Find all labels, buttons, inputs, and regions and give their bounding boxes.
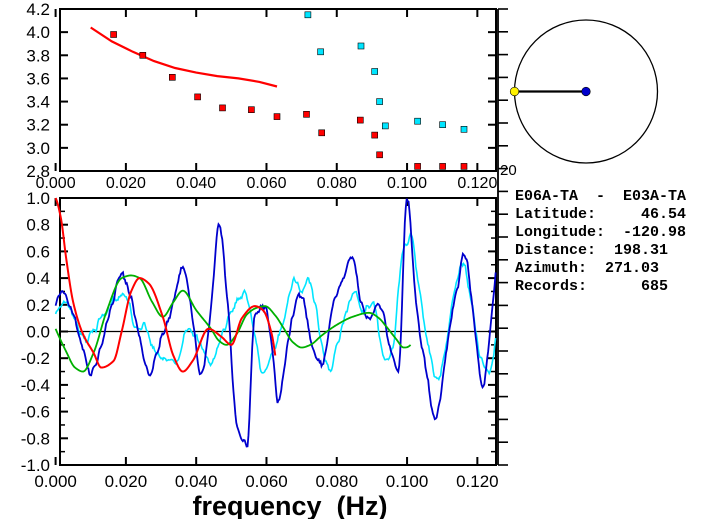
svg-text:3.2: 3.2	[26, 116, 50, 135]
svg-text:0.120: 0.120	[457, 175, 497, 192]
svg-text:0.040: 0.040	[176, 175, 216, 192]
svg-text:Azimuth: 271.03: Azimuth: 271.03	[515, 260, 659, 277]
svg-text:0.0: 0.0	[26, 323, 50, 342]
svg-text:0.000: 0.000	[34, 472, 77, 491]
svg-text:3.8: 3.8	[26, 46, 50, 65]
svg-text:4.2: 4.2	[26, 0, 50, 19]
svg-text:0.4: 0.4	[26, 269, 50, 288]
svg-text:Latitude: 46.54: Latitude: 46.54	[515, 206, 686, 223]
svg-text:-0.2: -0.2	[21, 349, 50, 368]
svg-text:E06A-TA - E03A-TA: E06A-TA - E03A-TA	[515, 188, 686, 205]
svg-text:3.4: 3.4	[26, 93, 50, 112]
svg-text:4.0: 4.0	[26, 23, 50, 42]
svg-text:0.080: 0.080	[315, 472, 358, 491]
svg-text:1.0: 1.0	[26, 189, 50, 208]
svg-text:0.020: 0.020	[105, 472, 148, 491]
svg-text:0.020: 0.020	[106, 175, 146, 192]
svg-text:Distance: 198.31: Distance: 198.31	[515, 242, 668, 259]
svg-text:0.6: 0.6	[26, 242, 50, 261]
svg-text:0.8: 0.8	[26, 216, 50, 235]
svg-text:-0.6: -0.6	[21, 403, 50, 422]
svg-text:Longitude: -120.98: Longitude: -120.98	[515, 224, 686, 241]
svg-text:0.100: 0.100	[386, 472, 429, 491]
svg-text:3.0: 3.0	[26, 139, 50, 158]
svg-text:0.2: 0.2	[26, 296, 50, 315]
svg-text:frequency (Hz): frequency (Hz)	[192, 491, 387, 519]
svg-text:Records: 685: Records: 685	[515, 278, 668, 295]
svg-text:0.080: 0.080	[317, 175, 357, 192]
svg-text:0.120: 0.120	[456, 472, 499, 491]
svg-text:-0.4: -0.4	[21, 376, 50, 395]
svg-text:0.060: 0.060	[246, 175, 286, 192]
svg-text:-0.8: -0.8	[21, 429, 50, 448]
svg-text:0.040: 0.040	[175, 472, 218, 491]
svg-text:3.6: 3.6	[26, 69, 50, 88]
svg-text:0.100: 0.100	[387, 175, 427, 192]
svg-text:20: 20	[500, 162, 517, 179]
svg-text:0.060: 0.060	[245, 472, 288, 491]
